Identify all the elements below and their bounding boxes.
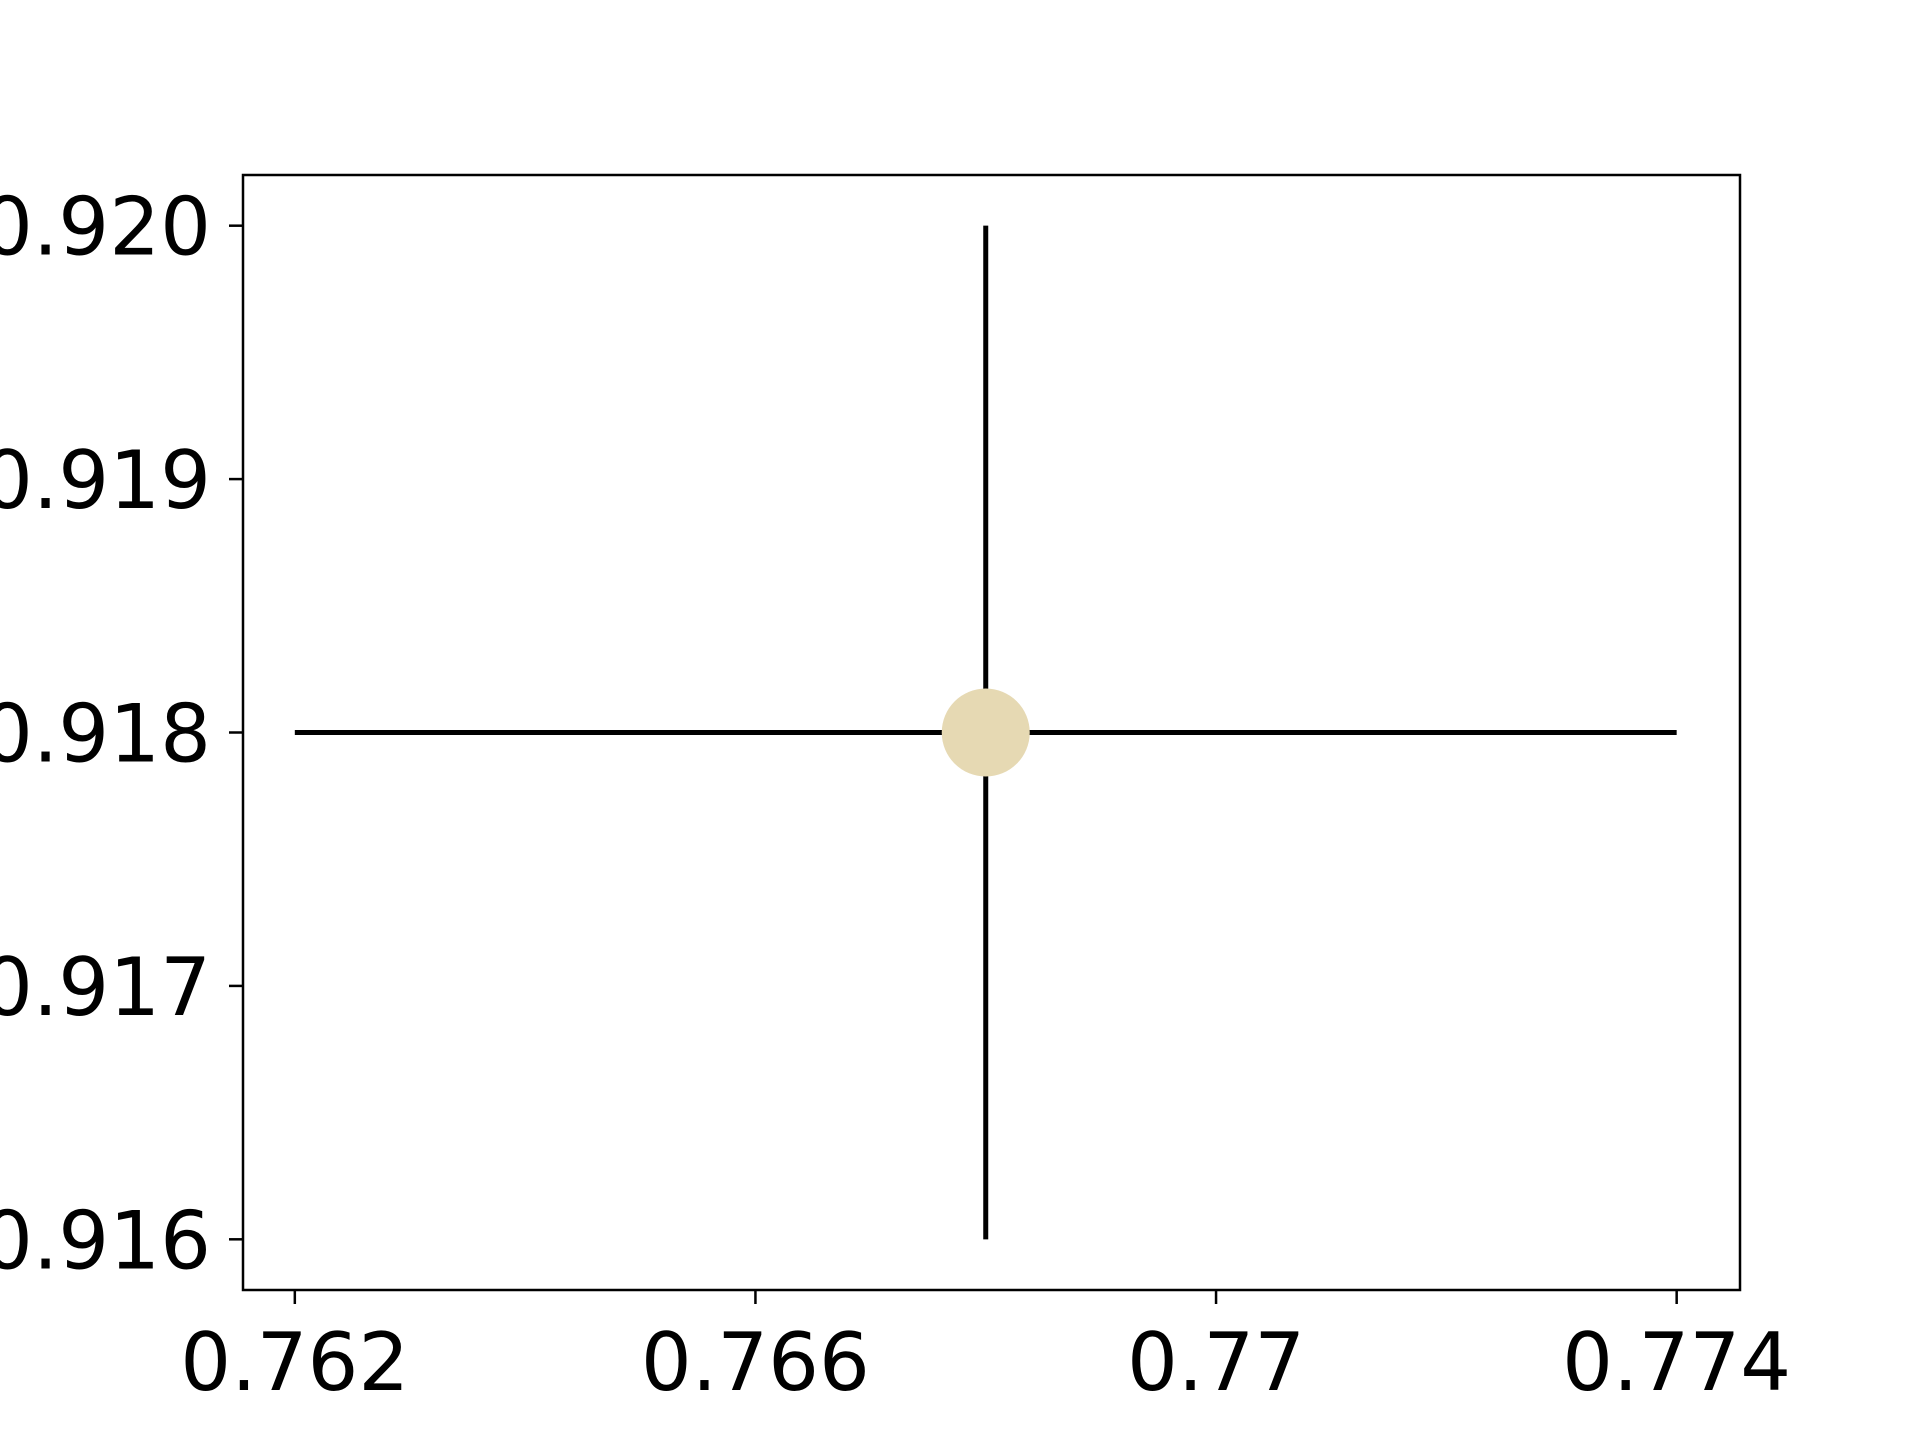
x-tick-label: 0.77 (1127, 1316, 1305, 1409)
x-tick-label: 0.762 (180, 1316, 409, 1409)
y-tick-label: 0.919 (0, 434, 211, 527)
y-axis: 0.916 0.917 0.918 0.919 0.920 (0, 181, 243, 1287)
y-tick-label: 0.918 (0, 688, 211, 781)
x-tick-label: 0.766 (641, 1316, 870, 1409)
y-tick-label: 0.920 (0, 181, 211, 274)
data-point-0 (941, 688, 1030, 777)
x-tick-label: 0.774 (1562, 1316, 1791, 1409)
data-points (941, 688, 1030, 777)
y-tick-label: 0.916 (0, 1194, 211, 1287)
x-axis: 0.762 0.766 0.77 0.774 (180, 1290, 1791, 1409)
y-tick-label: 0.917 (0, 941, 211, 1034)
